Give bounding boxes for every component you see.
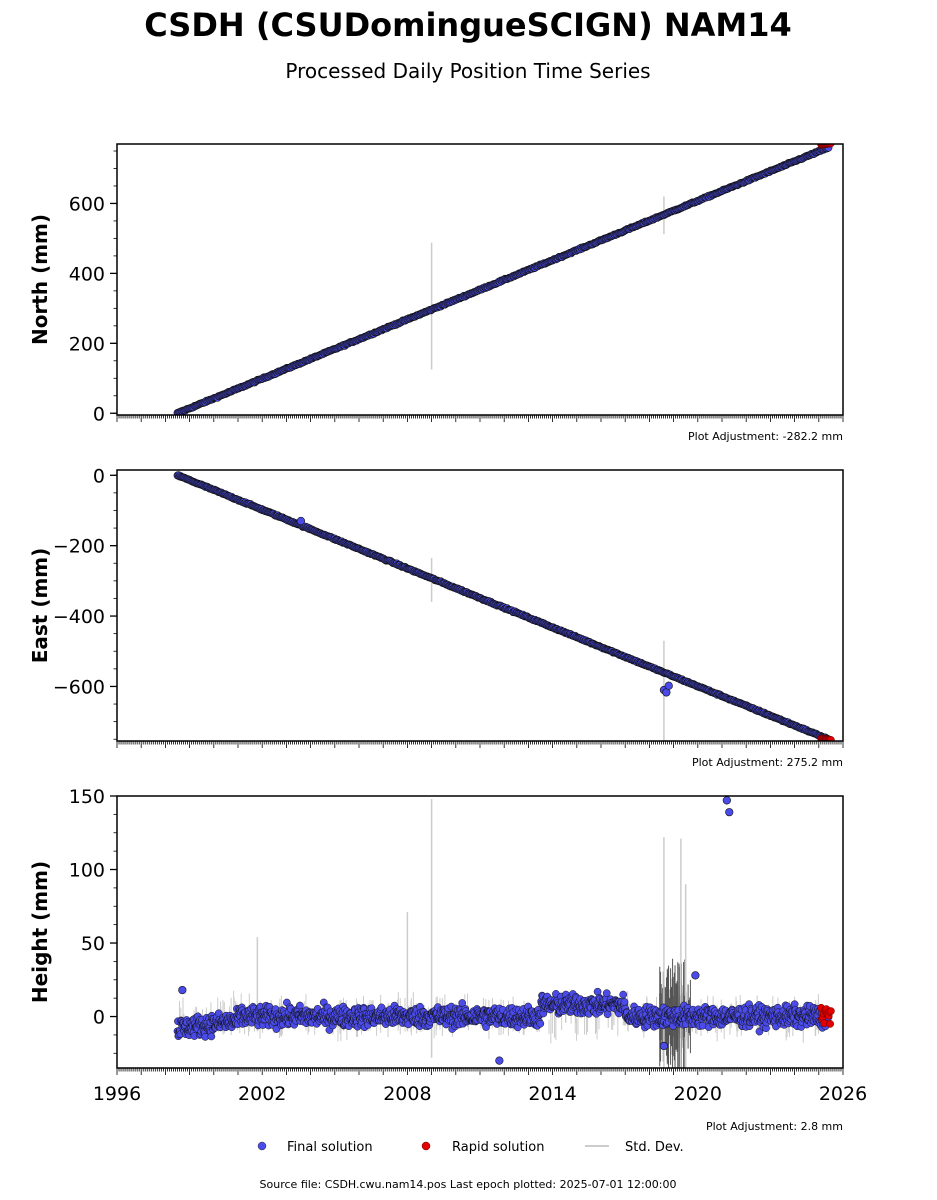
final-point — [377, 1003, 386, 1012]
y-tick-label: 0 — [93, 403, 105, 425]
rapid-point — [826, 1020, 835, 1028]
plot-adjustment-label: Plot Adjustment: 2.8 mm — [706, 1120, 843, 1133]
y-tick-label: 50 — [81, 933, 105, 955]
final-solution-points — [173, 144, 833, 415]
outlier-point — [725, 808, 734, 817]
chart-subtitle: Processed Daily Position Time Series — [285, 59, 650, 83]
x-ticks — [116, 1068, 844, 1075]
y-axis-label: North (mm) — [28, 214, 52, 345]
y-tick-label: 200 — [69, 333, 105, 355]
stddev-bars — [178, 798, 820, 1068]
final-point — [536, 1019, 545, 1028]
y-axis-label: East (mm) — [28, 548, 52, 664]
outlier-point — [495, 1056, 504, 1065]
rapid-point — [827, 736, 835, 741]
panels: 0 200 400 600 North (mm) Plot Adjustment: -28… — [28, 143, 867, 1133]
y-ticks: 0 50 100 150 — [69, 786, 117, 1054]
panel-3: 0 50 100 150 Height (mm) 1996 2002 2008 2014 2020… — [28, 786, 867, 1133]
legend-label: Final solution — [287, 1140, 373, 1155]
rapid-solution-points — [817, 1003, 835, 1028]
x-tick-label: 2026 — [819, 1083, 867, 1105]
plot-area — [173, 471, 835, 741]
y-tick-label: 150 — [69, 786, 105, 808]
rapid-point — [827, 1007, 835, 1015]
x-tick-label: 2020 — [674, 1083, 722, 1105]
panel-1: 0 200 400 600 North (mm) Plot Adjustment: -28… — [28, 143, 844, 443]
outlier-point — [659, 1041, 669, 1051]
y-ticks: 0 −200 −400 −600 — [53, 465, 117, 740]
plot-area — [173, 144, 835, 415]
y-tick-label: −600 — [53, 676, 105, 698]
chart-title: CSDH (CSUDomingueSCIGN) NAM14 — [144, 6, 792, 44]
final-solution-points — [173, 471, 833, 741]
y-tick-label: −400 — [53, 606, 105, 628]
x-tick-label: 1996 — [93, 1083, 141, 1105]
legend-label: Std. Dev. — [625, 1140, 684, 1155]
legend-label: Rapid solution — [452, 1140, 544, 1155]
outlier-point — [178, 985, 187, 995]
x-tick-label: 2002 — [238, 1083, 286, 1105]
plot-adjustment-label: Plot Adjustment: -282.2 mm — [688, 430, 843, 443]
legend-marker — [421, 1141, 431, 1151]
stddev-bars — [430, 196, 665, 370]
x-ticks — [116, 415, 844, 422]
final-point — [602, 989, 611, 998]
final-solution-points — [173, 796, 833, 1065]
y-tick-label: 0 — [93, 1007, 105, 1029]
outlier-point — [691, 971, 700, 980]
y-ticks: 0 200 400 600 — [69, 150, 117, 425]
y-tick-label: 100 — [69, 860, 105, 882]
final-point — [620, 998, 629, 1006]
rapid-solution-points — [817, 734, 835, 741]
legend: Final solution Rapid solution Std. Dev. — [257, 1140, 684, 1155]
source-footer: Source file: CSDH.cwu.nam14.pos Last epo… — [260, 1178, 677, 1191]
plot-area — [173, 796, 835, 1068]
x-tick-label: 2008 — [383, 1083, 431, 1105]
y-tick-label: 400 — [69, 263, 105, 285]
plot-adjustment-label: Plot Adjustment: 275.2 mm — [692, 756, 843, 769]
final-point — [207, 1032, 216, 1041]
stddev-bars — [430, 557, 665, 741]
y-tick-label: −200 — [53, 536, 105, 558]
x-tick-label: 2014 — [528, 1083, 576, 1105]
outlier-point — [296, 516, 306, 526]
y-tick-label: 600 — [69, 193, 105, 215]
legend-marker — [257, 1141, 267, 1151]
y-tick-label: 0 — [93, 465, 105, 487]
x-ticks — [116, 741, 844, 748]
outlier-point — [722, 796, 731, 805]
final-point — [619, 990, 628, 999]
outlier-point — [664, 681, 673, 690]
y-axis-label: Height (mm) — [28, 861, 52, 1003]
